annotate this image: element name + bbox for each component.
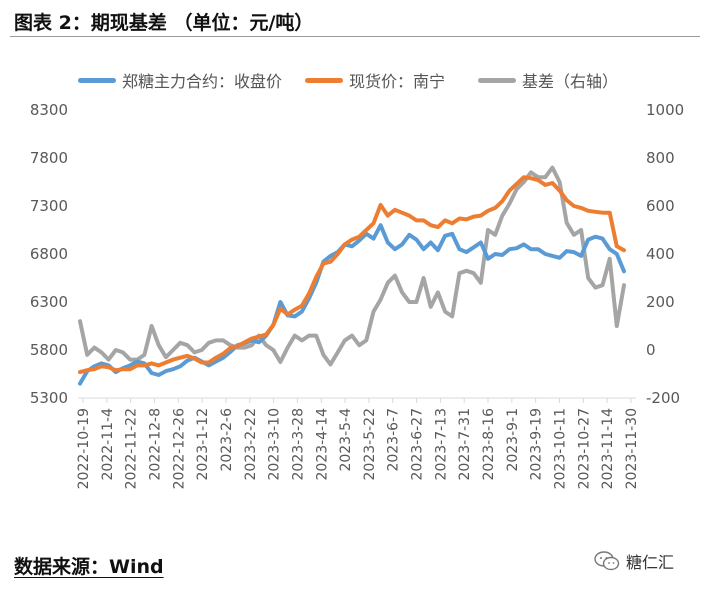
- y-left-tick-label: 8300: [30, 101, 68, 119]
- legend-swatch-basis: [478, 77, 516, 83]
- y-right-tick-label: 600: [646, 197, 675, 215]
- legend-label-basis: 基差（右轴）: [522, 72, 619, 91]
- y-left-tick-label: 6300: [30, 293, 68, 311]
- x-tick-label: 2023-4-14: [314, 408, 330, 481]
- y-left-tick-label: 6800: [30, 245, 68, 263]
- series-line-futures: [78, 223, 626, 386]
- legend-item-spot: 现货价：南宁: [305, 68, 445, 92]
- x-tick-label: 2023-11-30: [624, 408, 640, 489]
- x-tick-label: 2023-3-10: [267, 408, 283, 480]
- x-tick-label: 2023-2-22: [243, 408, 259, 480]
- x-tick-label: 2022-12-26: [171, 408, 187, 489]
- watermark-text: 糖仁汇: [626, 553, 675, 572]
- source-note: 数据来源：Wind: [14, 556, 164, 578]
- y-left-tick-label: 5300: [30, 389, 68, 407]
- x-tick-label: 2023-5-4: [338, 408, 354, 472]
- x-tick-label: 2023-11-14: [600, 408, 616, 489]
- x-tick-label: 2023-6-27: [410, 408, 426, 480]
- y-left-tick-label: 7300: [30, 197, 68, 215]
- watermark: 糖仁汇: [594, 549, 674, 573]
- x-tick-label: 2023-1-12: [195, 408, 211, 480]
- x-tick-label: 2022-11-4: [100, 408, 116, 481]
- y-right-tick-label: 400: [646, 245, 675, 263]
- y-right-tick-label: 200: [646, 293, 675, 311]
- x-tick-label: 2023-8-16: [481, 408, 497, 481]
- legend-item-basis: 基差（右轴）: [478, 68, 618, 92]
- y-right-tick-label: 1000: [646, 101, 684, 119]
- y-right-tick-label: -200: [646, 389, 680, 407]
- legend-label-futures: 郑糖主力合约：收盘价: [122, 72, 283, 91]
- x-tick-label: 2023-6-7: [386, 408, 402, 472]
- x-tick-label: 2022-11-22: [124, 408, 140, 489]
- title-divider: [10, 36, 700, 37]
- y-left-tick-label: 7800: [30, 149, 68, 167]
- legend-label-spot: 现货价：南宁: [349, 72, 446, 91]
- wechat-icon: [594, 551, 620, 571]
- legend-swatch-spot: [305, 77, 343, 83]
- x-tick-label: 2023-7-13: [433, 408, 449, 480]
- figure-title: 图表 2：期现基差 （单位：元/吨）: [14, 12, 314, 34]
- y-right-tick-label: 0: [646, 341, 656, 359]
- chart-legend: 郑糖主力合约：收盘价 现货价：南宁 基差（右轴）: [0, 68, 710, 92]
- legend-swatch-futures: [78, 77, 116, 83]
- y-left-tick-label: 5800: [30, 341, 68, 359]
- x-tick-label: 2023-9-1: [505, 408, 521, 472]
- x-tick-label: 2023-10-11: [553, 408, 569, 489]
- legend-item-futures: 郑糖主力合约：收盘价: [78, 68, 282, 92]
- x-tick-label: 2023-5-22: [362, 408, 378, 480]
- y-right-tick-label: 800: [646, 149, 675, 167]
- x-tick-label: 2023-3-28: [290, 408, 306, 480]
- x-tick-label: 2023-7-31: [457, 408, 473, 480]
- x-tick-label: 2023-9-19: [529, 408, 545, 480]
- x-tick-label: 2023-2-6: [219, 408, 235, 472]
- x-tick-label: 2023-10-27: [576, 408, 592, 489]
- x-tick-label: 2022-10-19: [76, 408, 92, 489]
- series-line-spot: [78, 175, 626, 375]
- series-line-basis: [78, 165, 626, 367]
- x-tick-label: 2022-12-8: [147, 408, 163, 480]
